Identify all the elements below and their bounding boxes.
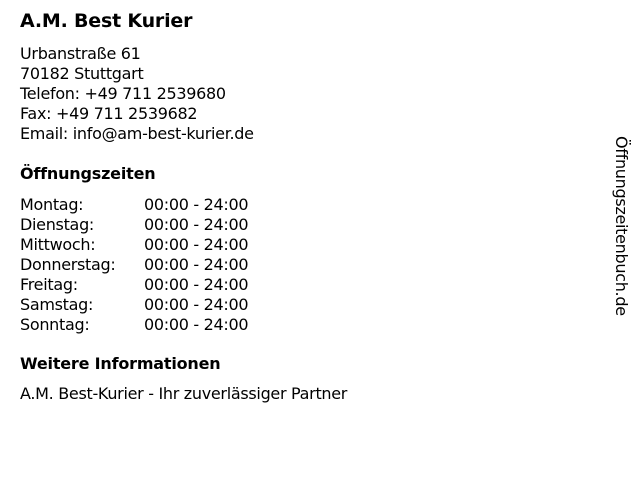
time: 00:00 - 24:00 xyxy=(144,275,249,294)
phone: Telefon: +49 711 2539680 xyxy=(20,84,226,103)
hours-row: Mittwoch: 00:00 - 24:00 xyxy=(20,235,249,255)
address-block: Urbanstraße 61 70182 Stuttgart Telefon: … xyxy=(20,44,254,144)
time: 00:00 - 24:00 xyxy=(144,295,249,314)
hours-row: Sonntag: 00:00 - 24:00 xyxy=(20,315,249,335)
day: Sonntag: xyxy=(20,315,90,334)
time: 00:00 - 24:00 xyxy=(144,255,249,274)
hours-heading: Öffnungszeiten xyxy=(20,164,156,183)
time: 00:00 - 24:00 xyxy=(144,195,249,214)
hours-row: Montag: 00:00 - 24:00 xyxy=(20,195,249,215)
fax: Fax: +49 711 2539682 xyxy=(20,104,198,123)
day: Dienstag: xyxy=(20,215,95,234)
time: 00:00 - 24:00 xyxy=(144,215,249,234)
time: 00:00 - 24:00 xyxy=(144,235,249,254)
site-watermark: Öffnungszeitenbuch.de xyxy=(612,136,631,316)
day: Donnerstag: xyxy=(20,255,116,274)
day: Mittwoch: xyxy=(20,235,96,254)
city: 70182 Stuttgart xyxy=(20,64,144,83)
street: Urbanstraße 61 xyxy=(20,44,141,63)
hours-row: Donnerstag: 00:00 - 24:00 xyxy=(20,255,249,275)
more-info-heading: Weitere Informationen xyxy=(20,354,221,373)
hours-table: Montag: 00:00 - 24:00 Dienstag: 00:00 - 24… xyxy=(20,195,249,335)
day: Montag: xyxy=(20,195,84,214)
business-name: A.M. Best Kurier xyxy=(20,10,193,32)
hours-row: Freitag: 00:00 - 24:00 xyxy=(20,275,249,295)
day: Freitag: xyxy=(20,275,78,294)
hours-row: Samstag: 00:00 - 24:00 xyxy=(20,295,249,315)
hours-row: Dienstag: 00:00 - 24:00 xyxy=(20,215,249,235)
day: Samstag: xyxy=(20,295,94,314)
time: 00:00 - 24:00 xyxy=(144,315,249,334)
more-info-text: A.M. Best-Kurier - Ihr zuverlässiger Par… xyxy=(20,384,348,403)
email: Email: info@am-best-kurier.de xyxy=(20,124,254,143)
